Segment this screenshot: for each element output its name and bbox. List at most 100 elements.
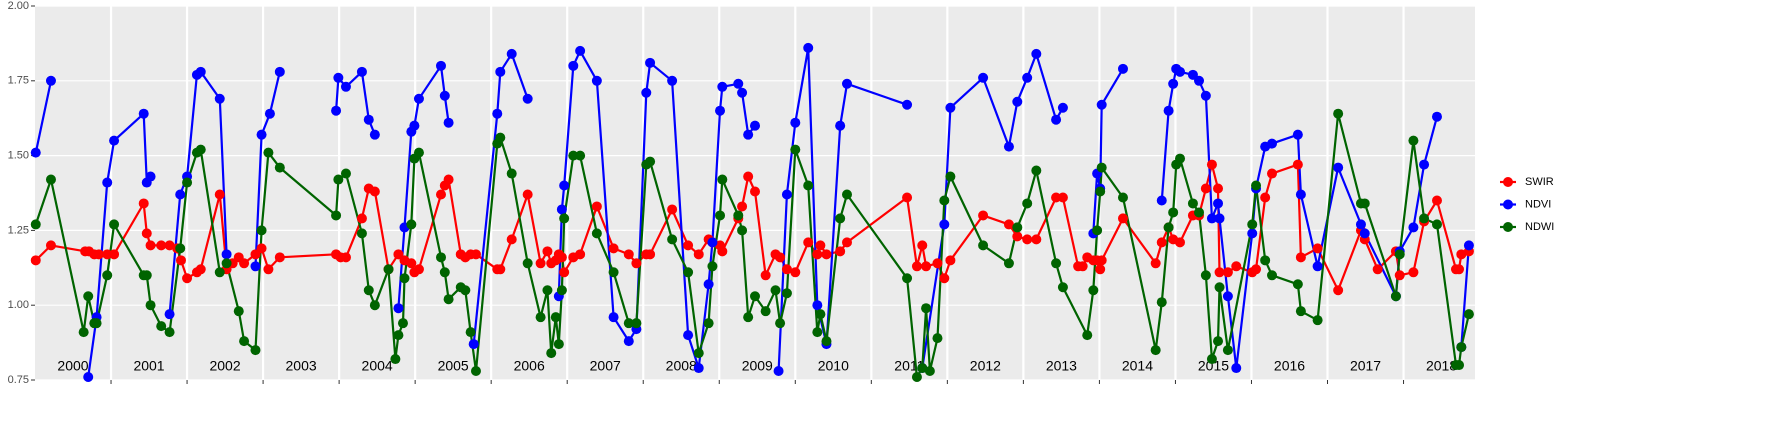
point [978,210,989,221]
point [911,372,922,383]
point [932,258,943,269]
point [835,246,846,257]
point [1096,99,1107,110]
point [214,267,225,278]
point [1295,189,1306,200]
point [623,249,634,260]
point [495,66,506,77]
point [608,243,619,254]
point [737,225,748,236]
point [141,270,152,281]
point [102,177,113,188]
point [917,240,928,251]
point [409,120,420,131]
year-label: 2010 [818,358,849,374]
point [195,66,206,77]
point [556,285,567,296]
point [803,42,814,53]
point [1095,264,1106,275]
point [331,210,342,221]
point [91,318,102,329]
point [1333,162,1344,173]
point [1092,225,1103,236]
point [175,255,186,266]
y-tick-label: 1.75 [8,75,29,87]
point [591,201,602,212]
point [1359,228,1370,239]
point [1372,264,1383,275]
legend-label: SWIR [1525,176,1554,188]
point [553,339,564,350]
point [1213,183,1224,194]
point [406,219,417,230]
point [1267,138,1278,149]
point [812,300,823,311]
point [399,273,410,284]
point [221,258,232,269]
point [556,252,567,263]
point [1031,48,1042,59]
point [645,156,656,167]
point [556,204,567,215]
point [1163,222,1174,233]
point [195,264,206,275]
point [1163,105,1174,116]
point [693,363,704,374]
point [470,249,481,260]
point [1292,279,1303,290]
point [506,234,517,245]
point [1247,219,1258,230]
point [1333,285,1344,296]
point [1003,141,1014,152]
point [406,258,417,269]
point [835,213,846,224]
point [1150,258,1161,269]
point [760,270,771,281]
point [1260,192,1271,203]
point [743,171,754,182]
point [83,291,94,302]
point [439,90,450,101]
point [1168,207,1179,218]
point [803,180,814,191]
point [1222,267,1233,278]
point [683,240,694,251]
point [45,174,56,185]
point [83,372,94,383]
year-label: 2013 [1046,358,1077,374]
point [1419,159,1430,170]
point [331,105,342,116]
point [803,237,814,248]
point [1456,249,1467,260]
point [631,318,642,329]
point [1117,192,1128,203]
point [1312,261,1323,272]
point [641,87,652,98]
year-label: 2004 [362,358,393,374]
point [1012,231,1023,242]
point [1463,309,1474,320]
point [221,249,232,260]
point [145,240,156,251]
point [821,249,832,260]
point [535,312,546,323]
point [1095,186,1106,197]
point [1194,207,1205,218]
point [945,171,956,182]
point [195,144,206,155]
point [1051,192,1062,203]
point [743,312,754,323]
point [1156,237,1167,248]
year-label: 2002 [209,358,240,374]
point [390,354,401,365]
point [645,249,656,260]
point [435,60,446,71]
point [1214,267,1225,278]
point [945,102,956,113]
point [1431,219,1442,230]
point [435,252,446,263]
point [1260,255,1271,266]
point [707,261,718,272]
point [591,228,602,239]
